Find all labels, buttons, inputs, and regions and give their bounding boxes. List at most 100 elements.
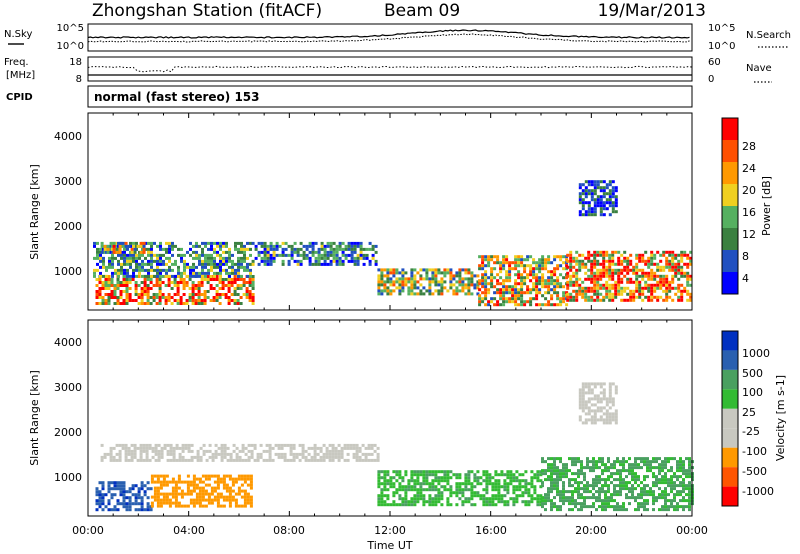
heat-cell-1404	[526, 276, 530, 280]
heat-cell-343	[93, 244, 96, 248]
heat-cell-1048	[509, 482, 513, 486]
heat-cell-103	[146, 487, 150, 491]
heat-cell-1269	[577, 493, 580, 497]
heat-cell-1143	[547, 463, 550, 467]
heat-cell-1426	[619, 481, 622, 485]
heat-cell-1380	[520, 276, 524, 280]
heat-cell-1577	[572, 265, 576, 269]
heat-cell-900	[317, 259, 321, 263]
heat-cell-995	[368, 241, 372, 245]
heat-cell-955	[344, 253, 348, 257]
heat-cell-343	[249, 474, 253, 478]
heat-cell-784	[139, 244, 143, 248]
heat-cell-1312	[589, 505, 592, 509]
heat-cell-555	[268, 446, 272, 450]
heat-cell-643	[337, 443, 341, 447]
heat-cell-1160	[449, 283, 453, 287]
heat-cell-1707	[605, 253, 609, 257]
heat-cell-669	[355, 455, 359, 459]
heat-cell-388	[130, 452, 134, 456]
heat-cell-1108	[536, 473, 540, 477]
heat-cell-1330	[595, 478, 598, 482]
heat-cell-1423	[532, 270, 536, 274]
heat-cell-1567	[569, 268, 573, 272]
heat-cell-43	[116, 487, 120, 491]
heat-cell-859	[293, 250, 297, 254]
heat-cell-1137	[544, 493, 547, 497]
heat-cell-816	[419, 485, 423, 489]
heat-cell-1411	[616, 469, 619, 473]
heat-cell-654	[213, 250, 216, 254]
heat-cell-1534	[649, 463, 652, 467]
heat-cell-620	[322, 443, 326, 447]
heat-cell-1190	[464, 286, 468, 290]
heat-cell-1339	[598, 466, 601, 470]
heat-cell-142	[158, 275, 162, 278]
heat-cell-252	[209, 299, 213, 302]
heat-cell-1890	[650, 298, 654, 302]
heat-cell-1626	[584, 295, 588, 299]
heat-cell-813	[266, 244, 270, 248]
heat-cell-1051	[395, 271, 399, 275]
heat-cell-1523	[559, 273, 563, 277]
heat-cell-1711	[605, 271, 609, 275]
heat-cell-842	[428, 488, 432, 492]
heat-cell-1253	[574, 478, 577, 482]
heat-cell-816	[266, 253, 270, 257]
heat-cell-837	[278, 244, 282, 248]
heat-cell-837	[425, 500, 429, 504]
heat-cell-1973	[674, 271, 678, 275]
heat-cell-634	[204, 274, 207, 278]
heat-cell-604	[195, 253, 198, 257]
heat-cell-1053	[395, 280, 399, 284]
heat-cell-867	[299, 247, 303, 251]
heat-cell-461	[135, 262, 138, 266]
heat-cell-1744	[611, 286, 615, 290]
heat-cell-203	[189, 492, 193, 496]
heat-cell-1074	[407, 277, 411, 281]
heat-cell-1736	[611, 256, 615, 260]
heat-cell-311	[239, 284, 243, 287]
heat-cell-1743	[611, 283, 615, 287]
heat-cell-1142	[440, 280, 444, 284]
heat-cell-1352	[514, 273, 518, 277]
heat-cell-724	[240, 241, 243, 245]
heat-cell-1335	[508, 288, 512, 292]
heat-cell-1439	[535, 291, 539, 295]
heat-cell-2001	[680, 298, 684, 302]
heat-cell-1013	[377, 289, 381, 293]
heat-cell-138	[159, 492, 163, 496]
heat-cell-1784	[623, 259, 627, 263]
heat-cell-300	[228, 498, 232, 502]
heat-cell-4	[95, 296, 99, 299]
nave-label: Nave	[746, 63, 772, 74]
heat-cell-154	[161, 293, 165, 296]
heat-cell-489	[147, 241, 150, 245]
heat-cell-1422	[532, 267, 536, 271]
heat-cell-17	[101, 296, 105, 299]
heat-cell-1296	[586, 457, 589, 461]
heat-cell-1651	[590, 298, 594, 302]
heat-cell-1030	[386, 271, 390, 275]
heat-cell-1307	[502, 282, 506, 286]
heat-cell-1492	[550, 279, 554, 283]
heat-cell-1290	[499, 261, 503, 265]
heat-cell-771	[118, 244, 122, 248]
heat-cell-1716	[578, 406, 582, 410]
heat-cell-588	[189, 253, 192, 257]
heat-cell-508	[150, 274, 153, 278]
heat-cell-1616	[581, 292, 585, 296]
heat-cell-8	[98, 493, 102, 497]
heat-cell-268	[218, 293, 222, 296]
heat-cell-1540	[652, 457, 655, 461]
heat-cell-1584	[572, 298, 576, 302]
heat-cell-429	[157, 458, 161, 462]
heat-cell-407	[117, 268, 120, 272]
heat-cell-650	[340, 452, 344, 456]
heat-cell-1731	[584, 385, 588, 389]
heat-cell-342	[246, 501, 250, 505]
heat-cell-1775	[620, 271, 624, 275]
heat-cell-428	[123, 271, 126, 275]
heat-cell-204	[189, 498, 193, 502]
heat-cell-1519	[556, 303, 560, 307]
